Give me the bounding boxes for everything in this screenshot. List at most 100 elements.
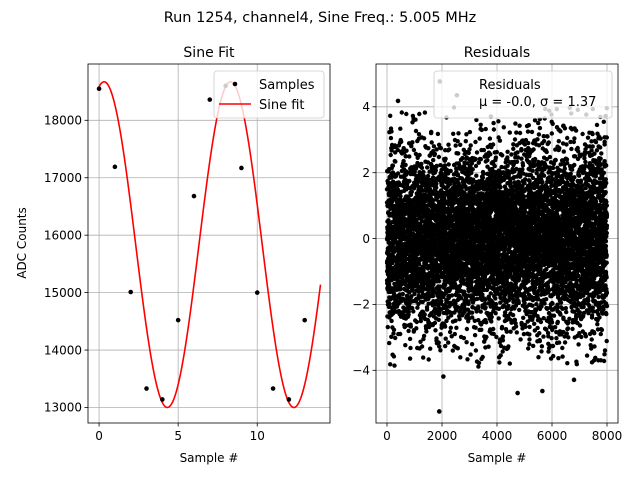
- residual-point: [498, 185, 502, 189]
- residual-point: [449, 169, 453, 173]
- residual-point: [387, 301, 391, 305]
- residual-point: [458, 355, 462, 359]
- residual-point: [407, 179, 411, 183]
- residual-point: [468, 352, 472, 356]
- residual-point: [491, 121, 495, 125]
- residual-point: [474, 348, 478, 352]
- residual-point: [513, 121, 517, 125]
- sine-fit-title: Sine Fit: [183, 45, 235, 61]
- residual-point: [467, 147, 471, 151]
- residual-point: [447, 162, 451, 166]
- residual-point: [517, 124, 521, 128]
- residual-point: [409, 324, 413, 328]
- residual-point: [428, 347, 432, 351]
- residual-point: [515, 160, 519, 164]
- residual-point: [495, 150, 499, 154]
- residual-point: [449, 326, 453, 330]
- residual-point: [483, 305, 487, 309]
- residual-point: [470, 311, 474, 315]
- residual-point: [389, 153, 393, 157]
- residual-point: [500, 153, 504, 157]
- residual-point: [403, 343, 407, 347]
- residual-point: [389, 175, 393, 179]
- residual-point: [386, 325, 390, 329]
- residual-point: [410, 140, 414, 144]
- residual-point: [493, 296, 497, 300]
- residual-point: [417, 112, 421, 116]
- sine-fit-xtick-label: 10: [250, 429, 265, 443]
- residual-point: [474, 174, 478, 178]
- residual-point: [444, 337, 448, 341]
- residual-point: [453, 319, 457, 323]
- residual-point: [458, 143, 462, 147]
- sine-fit-xtick-label: 0: [95, 429, 103, 443]
- sample-point: [255, 290, 260, 295]
- residual-point: [486, 345, 490, 349]
- residual-point: [494, 155, 498, 159]
- residual-point: [414, 326, 418, 330]
- figure-title: Run 1254, channel4, Sine Freq.: 5.005 MH…: [164, 10, 477, 26]
- residual-point: [429, 130, 433, 134]
- residual-point: [509, 152, 513, 156]
- residual-point: [426, 146, 430, 150]
- residuals-title: Residuals: [464, 45, 530, 61]
- residual-point: [398, 194, 402, 198]
- residual-point: [511, 147, 515, 151]
- residual-point: [468, 130, 472, 134]
- sample-point: [207, 97, 212, 102]
- residual-point: [494, 302, 498, 306]
- residual-point: [439, 299, 443, 303]
- residual-point: [484, 127, 488, 131]
- residual-point: [415, 320, 419, 324]
- residual-point: [460, 156, 464, 160]
- sine-fit-ytick-label: 17000: [44, 171, 82, 185]
- residual-point: [519, 157, 523, 161]
- residual-point: [462, 336, 466, 340]
- residual-point: [435, 164, 439, 168]
- residual-point: [451, 348, 455, 352]
- residual-point: [508, 330, 512, 334]
- residual-point: [387, 341, 391, 345]
- sine-fit-line: [99, 82, 320, 408]
- residual-point: [408, 337, 412, 341]
- residual-point: [513, 137, 517, 141]
- residual-point: [456, 151, 460, 155]
- residual-point: [459, 296, 463, 300]
- residual-point: [501, 338, 505, 342]
- sample-point: [302, 318, 307, 323]
- residual-point: [438, 348, 442, 352]
- residual-point: [392, 363, 396, 367]
- residual-point: [425, 307, 429, 311]
- sample-point: [113, 165, 118, 170]
- residual-point: [389, 136, 393, 140]
- residual-point: [427, 357, 431, 361]
- residual-point: [439, 332, 443, 336]
- residual-point: [453, 332, 457, 336]
- residual-point: [482, 148, 486, 152]
- residual-point: [433, 152, 437, 156]
- sample-point: [239, 166, 244, 171]
- residual-point: [393, 336, 397, 340]
- residual-point: [496, 119, 500, 123]
- residual-point: [518, 131, 522, 135]
- residual-point: [456, 346, 460, 350]
- residual-point: [515, 330, 519, 334]
- residual-point: [491, 142, 495, 146]
- residual-point: [511, 313, 515, 317]
- residual-point: [391, 164, 395, 168]
- residual-point: [415, 306, 419, 310]
- residual-point: [506, 344, 510, 348]
- residual-point: [443, 344, 447, 348]
- residual-point: [434, 181, 438, 185]
- residual-point: [465, 327, 469, 331]
- sine-fit-legend: Samples Sine fit: [214, 71, 324, 118]
- residual-point: [480, 128, 484, 132]
- sine-fit-ytick-label: 15000: [44, 286, 82, 300]
- residual-point: [420, 344, 424, 348]
- residual-point: [417, 153, 421, 157]
- residual-point: [464, 340, 468, 344]
- residual-point: [517, 301, 521, 305]
- residual-point: [508, 130, 512, 134]
